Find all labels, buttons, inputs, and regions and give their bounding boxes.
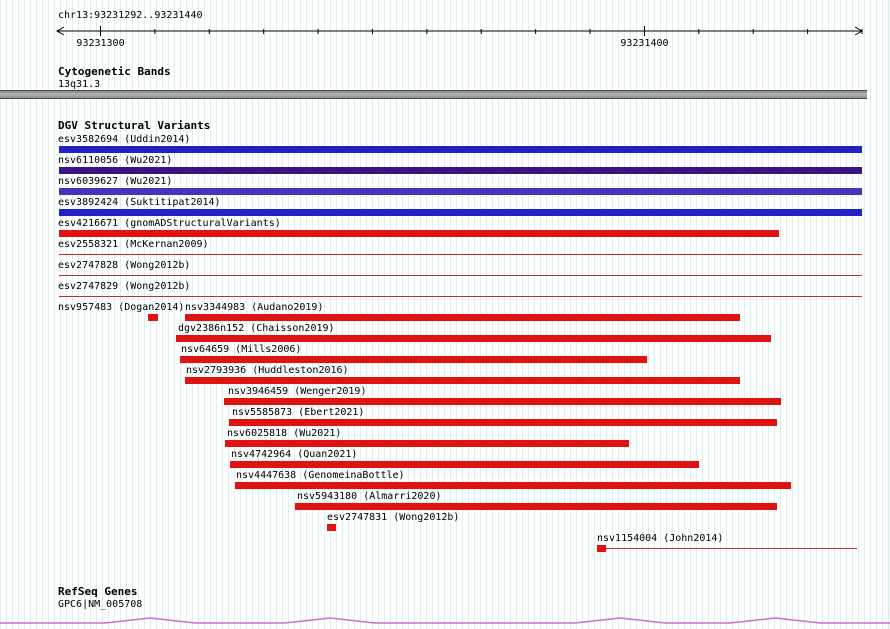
variant-label[interactable]: nsv3344983 (Audano2019) <box>185 302 324 313</box>
variant-bar[interactable] <box>185 377 740 384</box>
variant-bar[interactable] <box>176 335 771 342</box>
variant-bar[interactable] <box>59 209 862 216</box>
gene-intron-line[interactable] <box>0 617 890 624</box>
variant-bar[interactable] <box>180 356 647 363</box>
dgv-header: DGV Structural Variants <box>58 119 211 132</box>
variant-bar[interactable] <box>148 314 158 321</box>
variant-label[interactable]: esv2747828 (Wong2012b) <box>58 260 191 271</box>
variant-label[interactable]: esv3892424 (Suktitipat2014) <box>58 197 221 208</box>
variant-label[interactable]: esv4216671 (gnomADStructuralVariants) <box>58 218 281 229</box>
variant-bar[interactable] <box>597 545 606 552</box>
variant-label[interactable]: nsv6039627 (Wu2021) <box>58 176 173 187</box>
variant-label[interactable]: nsv4742964 (Quan2021) <box>231 449 358 460</box>
cytoband-label: 13q31.3 <box>58 79 101 90</box>
variant-bar[interactable] <box>230 461 699 468</box>
variant-line[interactable] <box>59 254 862 255</box>
variant-bar[interactable] <box>235 482 791 489</box>
variant-label[interactable]: nsv6110056 (Wu2021) <box>58 155 173 166</box>
gene-glyph[interactable] <box>0 612 890 629</box>
refseq-gene-label[interactable]: GPC6|NM_005708 <box>58 599 143 610</box>
ruler-tick-label: 93231300 <box>76 38 124 49</box>
ruler-tick-label: 93231400 <box>620 38 668 49</box>
cytoband-bar[interactable] <box>0 90 867 99</box>
region-title: chr13:93231292..93231440 <box>58 10 203 21</box>
variant-bar[interactable] <box>59 146 862 153</box>
variant-label[interactable]: nsv64659 (Mills2006) <box>181 344 302 355</box>
cytoband-header: Cytogenetic Bands <box>58 65 171 78</box>
variant-bar[interactable] <box>224 398 781 405</box>
variant-label[interactable]: nsv3946459 (Wenger2019) <box>228 386 367 397</box>
variant-label[interactable]: nsv957483 (Dogan2014) <box>58 302 185 313</box>
variant-label[interactable]: esv2558321 (McKernan2009) <box>58 239 209 250</box>
variant-label[interactable]: nsv6025818 (Wu2021) <box>227 428 342 439</box>
variant-bar[interactable] <box>225 440 629 447</box>
refseq-header: RefSeq Genes <box>58 585 138 598</box>
variant-label[interactable]: esv2747831 (Wong2012b) <box>327 512 460 523</box>
variant-label[interactable]: nsv5585873 (Ebert2021) <box>232 407 365 418</box>
variant-bar[interactable] <box>295 503 777 510</box>
variant-label[interactable]: nsv5943180 (Almarri2020) <box>297 491 442 502</box>
variant-label[interactable]: nsv1154004 (John2014) <box>597 533 724 544</box>
variant-label[interactable]: esv3582694 (Uddin2014) <box>58 134 191 145</box>
variant-label[interactable]: nsv2793936 (Huddleston2016) <box>186 365 349 376</box>
variant-label[interactable]: dgv2386n152 (Chaisson2019) <box>178 323 335 334</box>
variant-label[interactable]: nsv4447638 (GenomeinaBottle) <box>236 470 405 481</box>
variant-bar[interactable] <box>229 419 777 426</box>
variant-line[interactable] <box>59 275 862 276</box>
variant-bar[interactable] <box>327 524 336 531</box>
variant-line[interactable] <box>59 296 862 297</box>
variant-bar[interactable] <box>185 314 740 321</box>
left-arrow-icon <box>55 26 65 36</box>
variant-bar[interactable] <box>59 188 862 195</box>
coordinate-ruler: 93231300 93231400 <box>55 26 864 49</box>
variant-label[interactable]: esv2747829 (Wong2012b) <box>58 281 191 292</box>
variant-line[interactable] <box>606 548 857 549</box>
variant-bar[interactable] <box>59 167 862 174</box>
variant-bar[interactable] <box>59 230 779 237</box>
